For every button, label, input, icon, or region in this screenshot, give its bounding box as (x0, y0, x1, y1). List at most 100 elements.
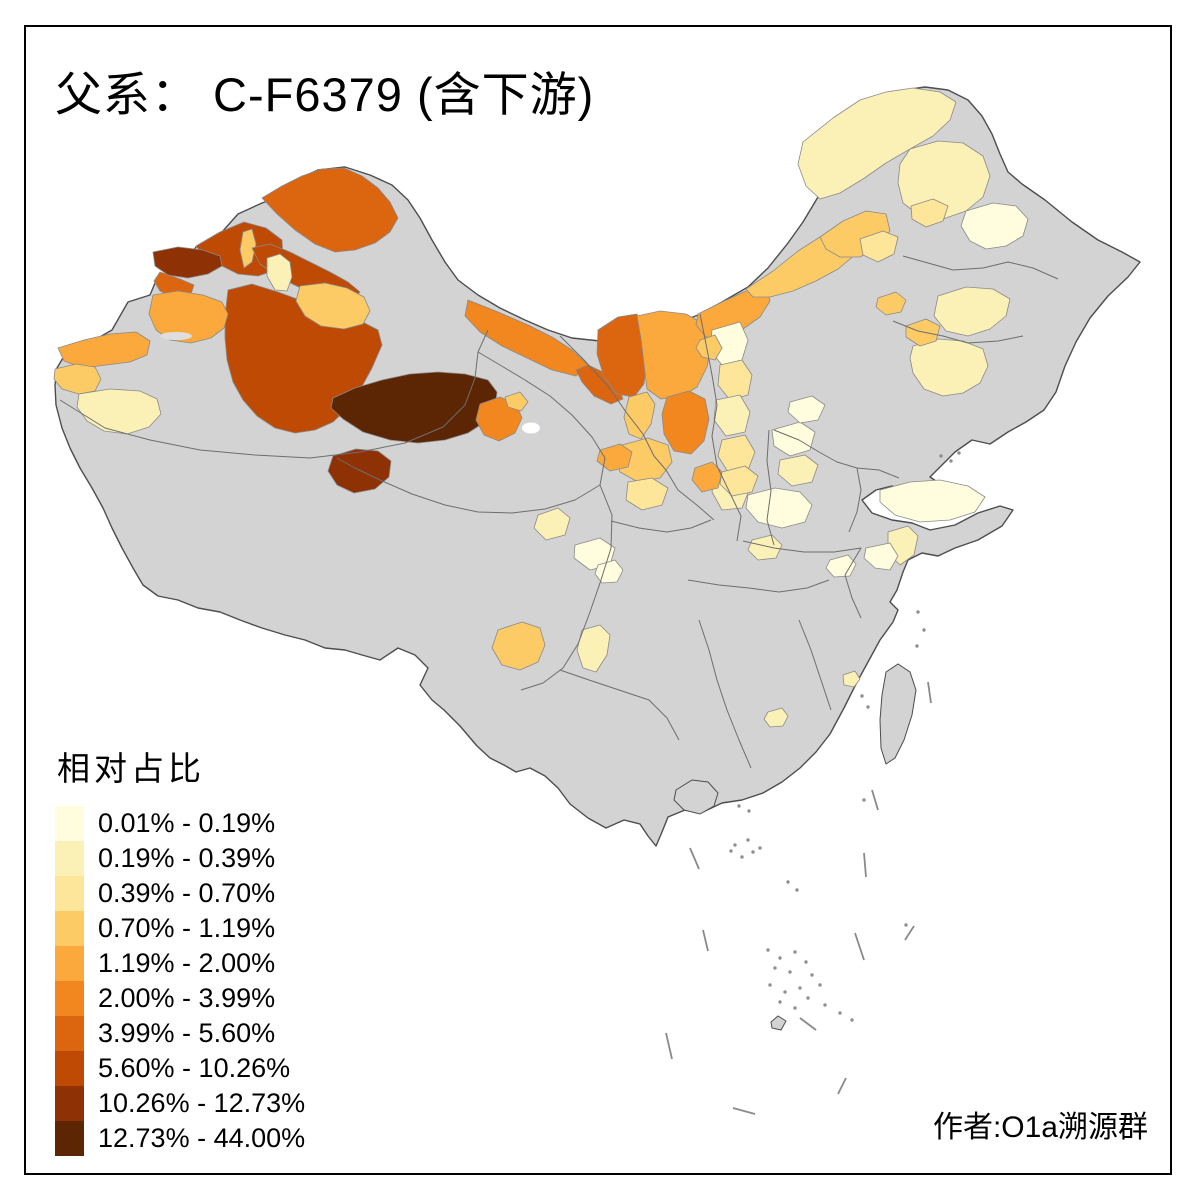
map-region-jiuquan (464, 299, 589, 377)
map-region-hohhot-spot (695, 334, 723, 361)
sea-islet-dot (751, 850, 755, 854)
province-border (520, 484, 613, 691)
sea-islet-dot (747, 809, 751, 813)
map-region-ulanqab-chifeng (695, 284, 771, 340)
island-taiwan (879, 663, 917, 765)
legend-swatch (55, 1051, 84, 1086)
sea-islet-dot (773, 966, 777, 970)
map-region-hubei-spot (825, 554, 857, 578)
map-region-shandong (879, 479, 986, 523)
sea-islet-dot (778, 956, 782, 960)
sea-islet-dot (737, 804, 741, 808)
sea-dash (871, 789, 879, 811)
legend-swatch (55, 806, 84, 841)
map-region-guangdong-spot (763, 707, 789, 728)
legend-label: 0.70% - 1.19% (98, 913, 276, 943)
province-border (848, 467, 862, 533)
sea-dash (837, 1077, 847, 1095)
legend-label: 0.19% - 0.39% (98, 843, 276, 873)
sea-islet-dot (915, 644, 919, 648)
map-region-xiamen-spot (842, 670, 861, 688)
sea-dash (702, 929, 709, 952)
map-region-heilongjiang-east (960, 202, 1029, 250)
province-border (59, 329, 489, 459)
province-border (699, 313, 742, 542)
legend-label: 5.60% - 10.26% (98, 1053, 291, 1083)
island-hainan (673, 779, 719, 815)
province-border (698, 619, 752, 769)
sea-dash (689, 847, 700, 870)
legend-title: 相对占比 (57, 750, 205, 787)
legend-row: 5.60% - 10.26% (55, 1051, 305, 1086)
legend-label: 0.39% - 0.70% (98, 878, 276, 908)
map-region-garze-cream (533, 507, 571, 541)
legend-label: 10.26% - 12.73% (98, 1088, 306, 1118)
lake-xinjiang-lake (160, 332, 192, 340)
sea-islet-dot (778, 1000, 782, 1004)
sea-dash (863, 852, 867, 878)
sea-islet-dot (793, 1006, 797, 1010)
legend-row: 0.70% - 1.19% (55, 911, 305, 946)
sea-dash (904, 925, 915, 941)
province-border (773, 429, 900, 479)
legend-rows: 0.01% - 0.19% 0.19% - 0.39% 0.39% - 0.70% 0… (55, 806, 305, 1156)
sea-dash (854, 932, 865, 961)
sea-islet-dot (758, 846, 762, 850)
legend-swatch (55, 1121, 84, 1156)
map-region-shanxi-n (717, 359, 753, 401)
province-border (610, 519, 712, 533)
province-border (687, 579, 830, 593)
sea-islet-dot (729, 849, 733, 853)
map-region-yunnan-patch (491, 621, 546, 671)
legend-row: 10.26% - 12.73% (55, 1086, 305, 1121)
sea-islet-dot (818, 983, 822, 987)
map-region-tongliao-spot (875, 291, 907, 316)
map-region-shanxi-mid (713, 394, 751, 437)
map-region-hami (295, 282, 371, 330)
sea-islet-dot (939, 454, 943, 458)
legend-swatch (55, 981, 84, 1016)
sea-islet-dot (904, 923, 908, 927)
author-credit: 作者:O1a溯源群 (932, 1111, 1148, 1144)
map-region-hotan (76, 388, 162, 435)
province-border (892, 320, 1024, 344)
province-border (798, 619, 832, 711)
sea-islet-dot (804, 960, 808, 964)
map-region-hulunbuir (797, 87, 957, 200)
legend-swatch (55, 841, 84, 876)
map-region-hebei-cream2 (777, 454, 819, 487)
map-region-altay (261, 167, 399, 253)
sea-islet-dot (793, 950, 797, 954)
map-region-ili (152, 246, 223, 279)
map-region-bayannur (596, 313, 648, 398)
province-border (559, 669, 680, 741)
map-region-tibet-blob (327, 448, 392, 494)
legend-swatch (55, 876, 84, 911)
legend-row: 3.99% - 5.60% (55, 1016, 305, 1051)
map-region-henan-south-spot (747, 534, 783, 561)
province-border (742, 540, 862, 619)
map-region-xining (596, 443, 633, 472)
sea-islet-dot (810, 973, 814, 977)
sea-islet-dot (838, 1011, 842, 1015)
map-region-jilin-center (933, 286, 1011, 337)
sea-islet-dot (862, 798, 866, 802)
sea-islet-dot (783, 990, 787, 994)
sea-islet-dot (860, 694, 864, 698)
sea-islet-dot (866, 705, 870, 709)
sea-islet-dot (957, 451, 961, 455)
lake-qinghai-lake (522, 422, 540, 434)
sea-islet-dot (746, 838, 750, 842)
map-region-karamay (239, 228, 257, 269)
map-region-yulin (661, 390, 710, 455)
map-region-hinggan-east (859, 230, 899, 263)
legend-label: 12.73% - 44.00% (98, 1123, 306, 1153)
legend-label: 1.19% - 2.00% (98, 948, 276, 978)
legend-label: 2.00% - 3.99% (98, 983, 276, 1013)
sea-islet-dot (798, 986, 802, 990)
sea-islet-dot (806, 996, 810, 1000)
sea-islet-dot (823, 1003, 827, 1007)
map-region-guizhou-patch (576, 624, 611, 673)
